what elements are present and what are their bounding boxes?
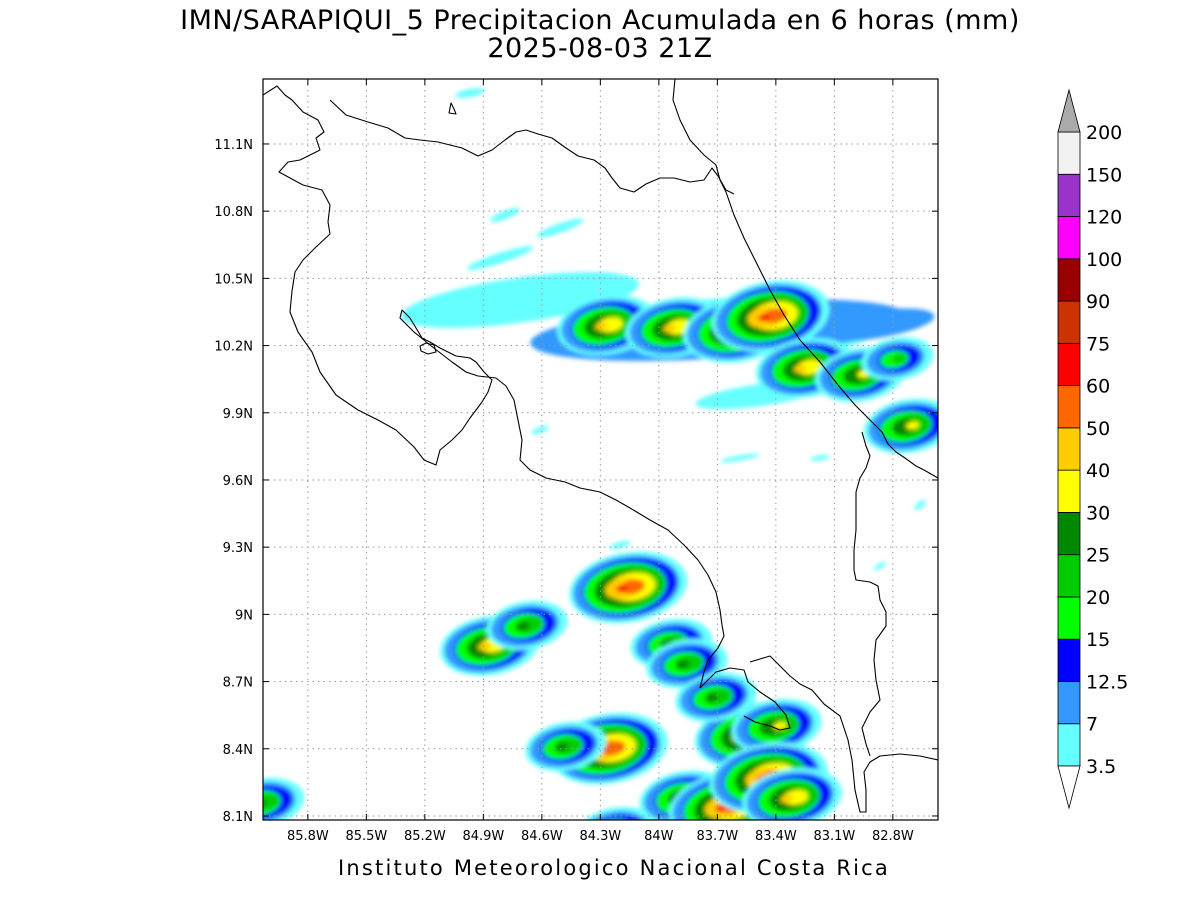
rain-cell-contour — [773, 721, 787, 730]
colorbar-box — [1057, 681, 1081, 725]
colorbar-level-label: 40 — [1086, 460, 1110, 482]
light-rain-area — [873, 561, 887, 571]
rain-cell-contour — [758, 313, 770, 322]
colorbar-level-label: 50 — [1086, 418, 1110, 440]
lon-tick-label: 84.3W — [579, 829, 621, 844]
light-rain-area — [810, 455, 830, 461]
rain-cell-contour — [705, 693, 719, 702]
light-rain-area — [720, 453, 760, 463]
lon-tick-label: 84.6W — [521, 829, 563, 844]
lon-tick-label: 85.2W — [404, 829, 446, 844]
colorbar-max-arrow — [1057, 88, 1081, 133]
colorbar-box — [1057, 723, 1081, 767]
colorbar-box — [1057, 258, 1081, 302]
lon-tick-label: 84.9W — [462, 829, 504, 844]
lat-tick-label: 9.6N — [223, 474, 253, 489]
rain-cell-contour — [515, 622, 530, 631]
light-rain-area — [609, 540, 631, 550]
rain-cell-contour — [892, 354, 907, 363]
light-rain-area — [466, 246, 534, 270]
colorbar-box — [1057, 638, 1081, 682]
map-title: IMN/SARAPIQUI_5 Precipitacion Acumulada … — [180, 5, 1020, 36]
colorbar-box — [1057, 385, 1081, 429]
colorbar-legend: 3.5 7 12.5 15 20 25 30 40 50 60 75 90 100 120 150 200 — [1057, 88, 1128, 810]
plot-area — [263, 79, 938, 820]
lat-tick-label: 9.3N — [223, 541, 253, 556]
light-rain-area — [401, 272, 639, 328]
coastlines — [263, 79, 938, 813]
colorbar-level-label: 3.5 — [1086, 756, 1116, 778]
lat-tick-label: 8.7N — [223, 676, 253, 691]
light-rain-area — [914, 499, 926, 511]
graticule-grid — [263, 79, 938, 820]
colorbar-level-label: 150 — [1086, 164, 1122, 186]
light-rain-area — [531, 425, 549, 435]
colorbar-box — [1057, 554, 1081, 598]
rain-cell-contour — [615, 584, 628, 593]
light-rain-area — [490, 207, 520, 223]
rain-cell-contour — [663, 324, 676, 333]
colorbar-level-label: 200 — [1086, 122, 1122, 144]
colorbar-level-label: 20 — [1086, 587, 1110, 609]
colorbar-level-label: 60 — [1086, 376, 1110, 398]
lon-tick-label: 83.1W — [813, 829, 855, 844]
rain-cell-contour — [794, 365, 807, 373]
precip-field — [263, 88, 938, 820]
rain-cell-contour — [595, 322, 608, 331]
rain-cell-contour — [906, 421, 920, 430]
lon-tick-label: 83.4W — [755, 829, 797, 844]
rain-cell-contour — [554, 743, 569, 752]
colorbar-level-label: 25 — [1086, 545, 1110, 567]
lat-tick-label: 8.4N — [223, 743, 253, 758]
colorbar-box — [1057, 469, 1081, 513]
lat-tick-label: 10.8N — [214, 205, 253, 220]
rain-cell-contour — [675, 660, 690, 669]
colorbar-level-label: 100 — [1086, 249, 1122, 271]
colorbar-box — [1057, 427, 1081, 471]
rain-cell-contour — [621, 579, 645, 594]
rain-band — [805, 308, 935, 342]
rain-cell-contour — [780, 795, 793, 803]
colorbar-level-label: 15 — [1086, 629, 1110, 651]
lat-tick-label: 9N — [235, 608, 253, 623]
colorbar-box — [1057, 131, 1081, 175]
lat-tick-label: 9.9N — [223, 407, 253, 422]
lon-tick-label: 83.7W — [696, 829, 738, 844]
lon-tick-label: 85.5W — [345, 829, 387, 844]
light-rain-area — [536, 218, 584, 238]
light-rain-area — [455, 88, 485, 98]
colorbar-box — [1057, 342, 1081, 387]
colorbar-box — [1057, 512, 1081, 556]
axis-ticks: 85.8W 85.5W 85.2W 84.9W 84.6W 84.3W 84W 83.7W 83… — [214, 79, 938, 844]
colorbar-level-label: 75 — [1086, 333, 1110, 355]
rain-cell-contour — [715, 804, 728, 812]
colorbar-level-label: 120 — [1086, 207, 1122, 229]
rain-cell-contour — [478, 642, 491, 651]
colorbar-level-label: 7 — [1086, 714, 1098, 736]
lon-tick-label: 85.8W — [287, 829, 329, 844]
rain-cell-contour — [763, 308, 788, 323]
colorbar-box — [1057, 300, 1081, 344]
colorbar-level-label: 90 — [1086, 291, 1110, 313]
lat-tick-label: 10.5N — [214, 272, 253, 287]
lat-tick-label: 11.1N — [214, 138, 253, 153]
colorbar-box — [1057, 216, 1081, 260]
lat-tick-label: 8.1N — [223, 810, 253, 825]
colorbar-min-arrow — [1057, 765, 1081, 810]
colorbar-box — [1057, 596, 1081, 640]
colorbar-level-label: 30 — [1086, 502, 1110, 524]
footer-credit: Instituto Meteorologico Nacional Costa R… — [338, 856, 890, 880]
lon-tick-label: 84W — [644, 829, 674, 844]
map-valid-time: 2025-08-03 21Z — [487, 33, 713, 64]
colorbar-box — [1057, 173, 1081, 217]
colorbar-level-label: 12.5 — [1086, 671, 1128, 693]
rain-cell-contour — [601, 740, 626, 755]
lon-tick-label: 82.8W — [872, 829, 914, 844]
lat-tick-label: 10.2N — [214, 340, 253, 355]
